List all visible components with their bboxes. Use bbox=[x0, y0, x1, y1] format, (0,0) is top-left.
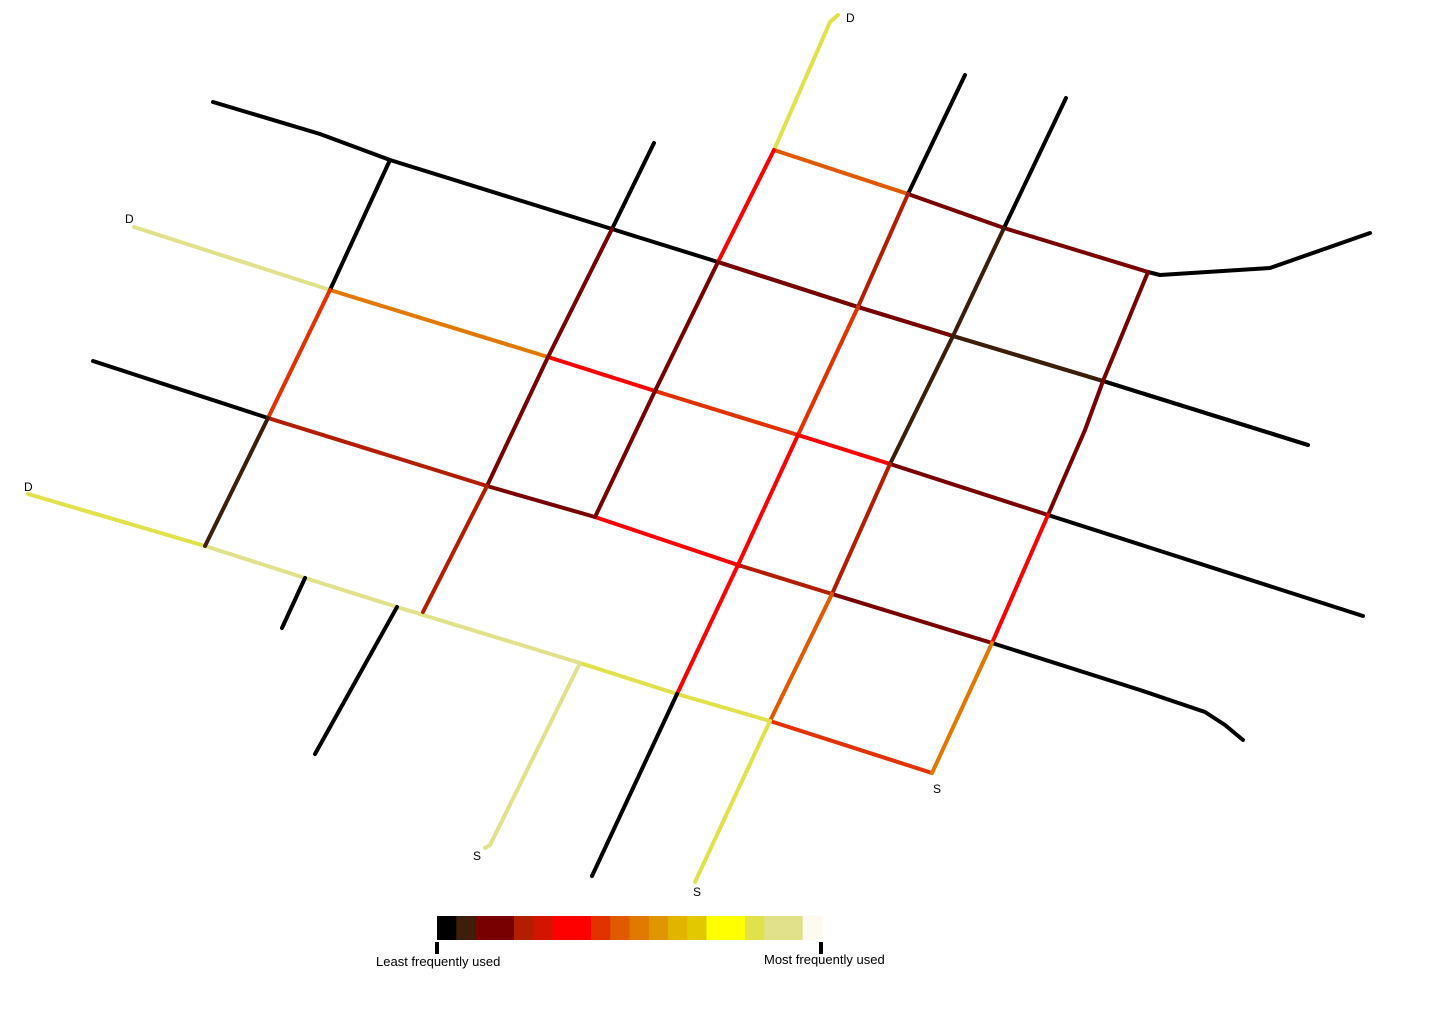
street-west-east-upper-left bbox=[132, 225, 332, 292]
legend-swatch bbox=[706, 916, 727, 940]
street-ne-2 bbox=[610, 141, 656, 231]
street-lower-red-end bbox=[768, 719, 934, 775]
street-upper-orange bbox=[328, 288, 550, 359]
street-col-e-4 bbox=[693, 719, 772, 884]
street-col-f-1 bbox=[1046, 270, 1150, 517]
street-stub-3 bbox=[590, 692, 679, 878]
street-col-a-2 bbox=[203, 416, 270, 548]
street-source-diag-pale bbox=[483, 661, 582, 850]
legend-high-label: Most frequently used bbox=[764, 952, 885, 967]
legend-high-tick bbox=[819, 942, 823, 954]
legend-low-label: Least frequently used bbox=[376, 954, 500, 969]
legend-swatch bbox=[668, 916, 688, 940]
street-col-b-2 bbox=[421, 484, 489, 614]
street-mid-red-2 bbox=[593, 515, 740, 567]
street-lower-west-yellow bbox=[26, 492, 207, 548]
street-lower-pale-1 bbox=[203, 544, 582, 665]
usage-legend: Least frequently used Most frequently us… bbox=[376, 916, 885, 969]
street-lower-mid-1 bbox=[736, 563, 834, 596]
street-mid-dark-1 bbox=[485, 484, 597, 519]
legend-swatch bbox=[591, 916, 611, 940]
legend-swatch bbox=[725, 916, 746, 940]
endpoint-label-source-bottom-right: S bbox=[933, 782, 941, 796]
legend-swatch bbox=[745, 916, 765, 940]
street-col-d-2 bbox=[796, 305, 860, 437]
endpoint-label-dest-left: D bbox=[24, 480, 33, 494]
endpoint-labels: D D D S S S bbox=[24, 11, 941, 899]
endpoint-label-dest-top: D bbox=[846, 11, 855, 25]
legend-swatch bbox=[456, 916, 477, 940]
street-mid-east bbox=[1046, 513, 1365, 618]
legend-swatch bbox=[629, 916, 650, 940]
street-lower-east bbox=[990, 641, 1245, 742]
legend-swatch bbox=[552, 916, 573, 940]
street-upper-red-2 bbox=[653, 389, 800, 437]
street-col-b-1 bbox=[485, 227, 614, 488]
legend-color-scale bbox=[437, 916, 823, 940]
street-ne-4 bbox=[1002, 96, 1068, 230]
street-top-right-seg-2 bbox=[906, 192, 1006, 230]
street-upper-dark-1 bbox=[888, 462, 1050, 517]
legend-swatch bbox=[437, 916, 457, 940]
legend-swatch bbox=[475, 916, 496, 940]
street-east-spur bbox=[1146, 231, 1372, 277]
legend-swatch bbox=[783, 916, 804, 940]
legend-low-tick bbox=[435, 942, 439, 954]
street-col-f-2 bbox=[990, 513, 1050, 645]
street-col-c-1 bbox=[716, 148, 776, 264]
street-ne-1 bbox=[328, 158, 392, 292]
legend-swatch bbox=[687, 916, 708, 940]
street-mid-upper-east bbox=[1101, 379, 1310, 447]
street-col-d-1 bbox=[856, 192, 910, 309]
legend-swatch bbox=[533, 916, 554, 940]
street-top-right-seg-1 bbox=[772, 148, 910, 196]
street-mid-west bbox=[91, 359, 270, 420]
legend-swatch bbox=[494, 916, 515, 940]
legend-swatch bbox=[610, 916, 631, 940]
street-top-right-seg-3 bbox=[1002, 226, 1150, 274]
legend-swatch bbox=[571, 916, 592, 940]
street-col-f-3 bbox=[930, 641, 994, 775]
endpoint-label-source-bottom-center: S bbox=[693, 885, 701, 899]
street-col-a-1 bbox=[266, 288, 332, 420]
street-mid-upper-brown bbox=[951, 334, 1105, 383]
street-col-e-2 bbox=[830, 462, 892, 596]
legend-swatch bbox=[514, 916, 534, 940]
street-stub-2 bbox=[313, 605, 399, 756]
street-diag-from-dest-top bbox=[772, 13, 840, 152]
legend-swatch bbox=[648, 916, 669, 940]
legend-swatch bbox=[802, 916, 823, 940]
street-upper-red-1 bbox=[546, 355, 657, 393]
streets-layer bbox=[26, 13, 1372, 884]
legend-swatch bbox=[764, 916, 785, 940]
endpoint-label-source-bottom-left: S bbox=[473, 849, 481, 863]
street-stub-1 bbox=[280, 576, 307, 630]
street-col-c-2 bbox=[593, 260, 720, 519]
street-upper-dark-2 bbox=[716, 260, 860, 309]
street-mid-upper-dark bbox=[856, 305, 955, 338]
street-col-e-3 bbox=[768, 592, 834, 723]
street-col-d-3 bbox=[675, 433, 800, 696]
street-col-e-1 bbox=[888, 226, 1006, 466]
street-ne-3 bbox=[906, 73, 967, 196]
street-mid-red-1 bbox=[266, 416, 489, 488]
street-upper-red-3 bbox=[796, 433, 892, 466]
endpoint-label-dest-upper-left: D bbox=[125, 212, 134, 226]
street-lower-yellow-2 bbox=[578, 661, 772, 723]
street-lower-mid-2 bbox=[830, 592, 994, 645]
